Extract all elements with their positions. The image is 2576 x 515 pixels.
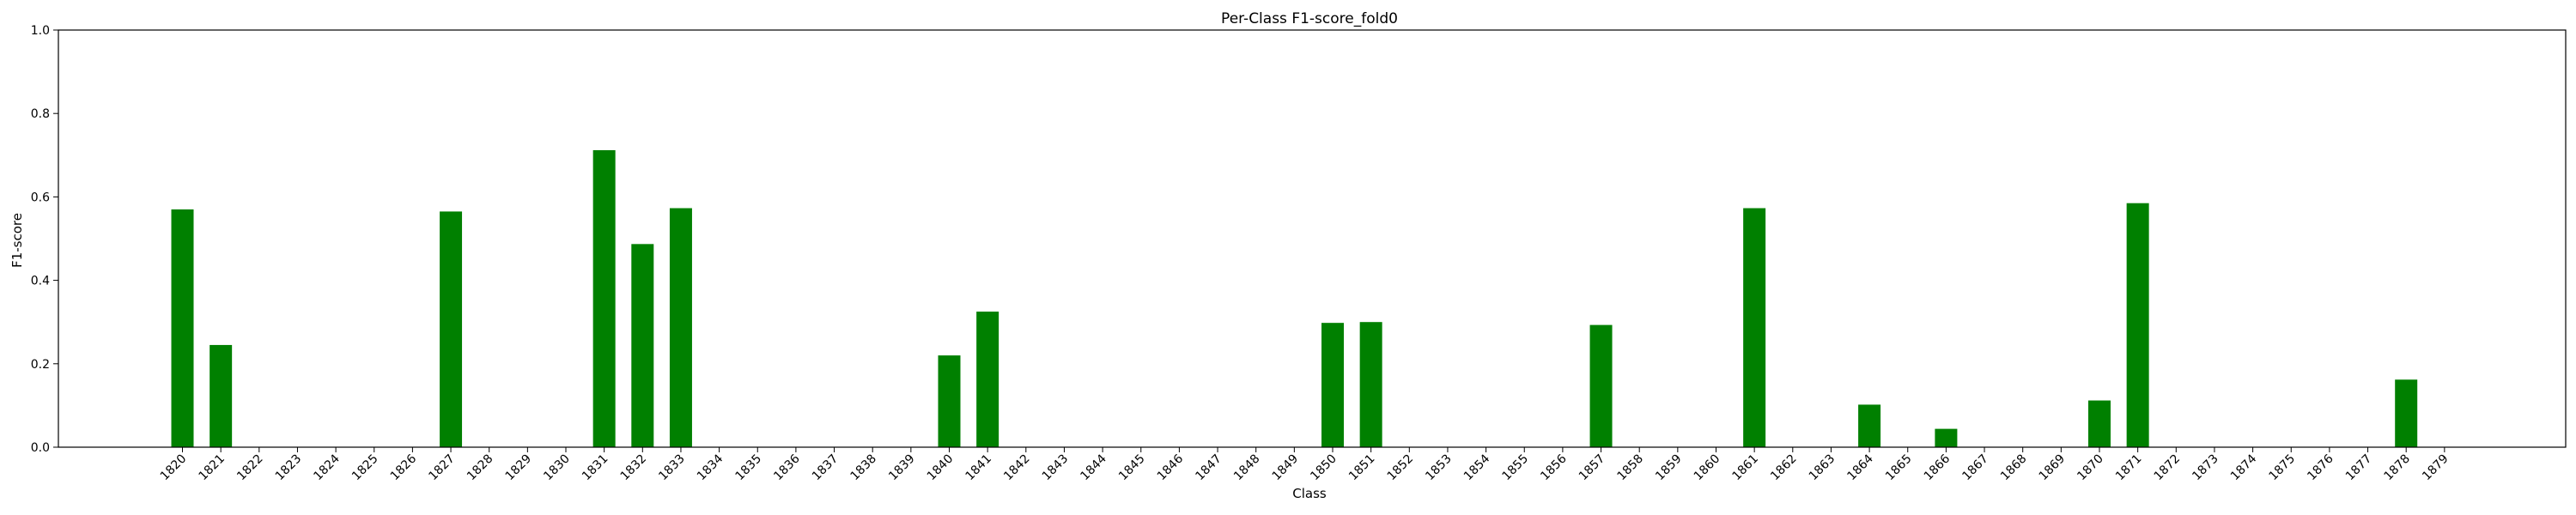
x-tick-label-1821: 1821 [196,452,228,484]
bar-1861 [1743,208,1766,447]
bar-1866 [1935,428,1958,447]
x-tick-label-1869: 1869 [2037,452,2069,484]
x-tick-label-1879: 1879 [2420,452,2451,484]
x-tick-label-1822: 1822 [234,452,266,484]
x-tick-label-1864: 1864 [1844,451,1876,483]
x-tick-label-1862: 1862 [1768,452,1800,484]
y-axis-label: F1-score [9,213,25,268]
x-tick-label-1877: 1877 [2343,452,2375,484]
bar-1832 [631,244,654,447]
bar-1878 [2395,379,2418,447]
y-tick-label: 0.0 [31,441,50,455]
chart-title: Per-Class F1-score_fold0 [1221,10,1398,27]
x-tick-label-1820: 1820 [158,452,190,484]
x-tick-label-1858: 1858 [1615,452,1647,484]
x-tick-label-1863: 1863 [1807,452,1838,484]
x-tick-label-1840: 1840 [925,452,957,484]
bar-1831 [592,149,616,447]
y-tick-label: 0.2 [31,358,50,372]
x-tick-label-1846: 1846 [1155,451,1187,483]
x-tick-label-1841: 1841 [963,452,994,484]
x-tick-label-1859: 1859 [1653,452,1685,484]
x-tick-label-1871: 1871 [2113,452,2145,484]
x-tick-label-1838: 1838 [848,452,880,484]
bar-1820 [171,209,194,448]
x-tick-label-1847: 1847 [1193,452,1224,484]
x-tick-label-1833: 1833 [656,452,688,484]
x-tick-label-1850: 1850 [1308,452,1340,484]
bar-1840 [938,355,961,447]
y-tick-label: 0.8 [31,107,50,121]
x-tick-label-1824: 1824 [311,451,343,483]
bar-1841 [976,312,999,447]
y-tick-label: 0.6 [31,191,50,204]
x-tick-label-1878: 1878 [2382,452,2414,484]
x-tick-label-1867: 1867 [1959,452,1991,484]
x-tick-label-1853: 1853 [1423,452,1455,484]
x-tick-label-1848: 1848 [1231,452,1263,484]
bar-1850 [1321,323,1344,447]
bar-1870 [2088,400,2111,447]
x-tick-label-1866: 1866 [1922,451,1953,483]
x-tick-label-1825: 1825 [349,452,381,484]
x-tick-label-1829: 1829 [503,452,535,484]
x-tick-label-1876: 1876 [2305,451,2336,483]
x-tick-label-1849: 1849 [1270,452,1302,484]
y-axis: 0.0 0.2 0.4 0.6 0.8 1.0 [31,24,58,455]
x-tick-label-1872: 1872 [2152,452,2184,484]
bar-1851 [1359,322,1382,447]
bars-group [171,149,2418,448]
x-tick-label-1832: 1832 [618,452,650,484]
x-tick-label-1842: 1842 [1001,452,1033,484]
x-tick-label-1854: 1854 [1461,451,1493,483]
x-tick-label-1844: 1844 [1078,451,1109,483]
x-tick-label-1875: 1875 [2267,452,2299,484]
y-tick-label: 0.4 [31,275,50,288]
x-tick-label-1852: 1852 [1385,452,1417,484]
plot-frame [58,29,2567,448]
x-tick-label-1823: 1823 [273,452,305,484]
x-tick-label-1865: 1865 [1883,452,1915,484]
x-tick-label-1830: 1830 [541,452,573,484]
x-tick-label-1857: 1857 [1577,452,1608,484]
x-tick-label-1851: 1851 [1346,452,1378,484]
x-tick-label-1828: 1828 [465,452,496,484]
x-axis-label: Class [1292,486,1327,501]
x-tick-label-1836: 1836 [771,451,803,483]
x-axis: 1820 1821 1822 1823 1824 1825 1826 1827 1828 1829… [158,447,2451,483]
x-tick-label-1870: 1870 [2075,452,2106,484]
x-tick-label-1831: 1831 [580,452,611,484]
bar-1833 [669,208,692,447]
bar-1827 [440,211,463,447]
x-tick-label-1839: 1839 [886,452,918,484]
y-tick-label: 1.0 [31,24,50,38]
x-tick-label-1855: 1855 [1500,452,1532,484]
bar-1821 [210,344,233,447]
x-tick-label-1827: 1827 [426,452,458,484]
bar-1864 [1858,404,1881,447]
x-tick-label-1874: 1874 [2228,451,2260,483]
x-tick-label-1861: 1861 [1729,452,1761,484]
x-tick-label-1843: 1843 [1040,452,1072,484]
x-tick-label-1845: 1845 [1116,452,1148,484]
x-tick-label-1835: 1835 [733,452,765,484]
x-tick-label-1856: 1856 [1538,451,1570,483]
bar-1871 [2126,203,2149,447]
x-tick-label-1868: 1868 [1998,452,2030,484]
x-tick-label-1837: 1837 [810,452,841,484]
x-tick-label-1860: 1860 [1692,452,1723,484]
bar-1857 [1589,324,1613,447]
x-tick-label-1873: 1873 [2190,452,2221,484]
x-tick-label-1834: 1834 [695,451,726,483]
x-tick-label-1826: 1826 [388,451,420,483]
